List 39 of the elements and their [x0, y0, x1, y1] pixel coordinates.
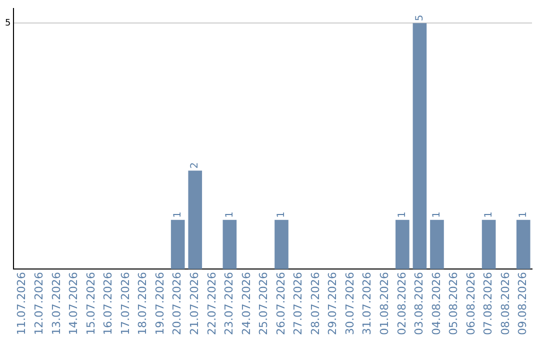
x-tick-label: 27.07.2026 [292, 272, 305, 336]
data-label: 1 [172, 211, 184, 218]
x-tick-label: 25.07.2026 [257, 272, 270, 336]
data-label: 1 [276, 211, 288, 218]
x-tick-label: 24.07.2026 [240, 272, 253, 336]
data-label: 1 [224, 211, 236, 218]
x-tick-label: 30.07.2026 [343, 272, 356, 336]
data-label: 1 [397, 211, 408, 218]
x-tick-label: 21.07.2026 [188, 272, 201, 336]
x-tick-label: 23.07.2026 [222, 272, 236, 336]
x-tick-label: 20.07.2026 [170, 272, 184, 336]
x-tick-label: 11.07.2026 [15, 272, 28, 336]
x-tick-label: 19.07.2026 [153, 272, 166, 336]
x-tick-label: 28.07.2026 [308, 272, 322, 336]
data-label: 1 [432, 211, 443, 218]
x-tick-label: 03.08.2026 [412, 272, 426, 336]
data-label: 2 [190, 162, 201, 169]
x-tick-label: 16.07.2026 [102, 272, 115, 336]
x-tick-label: 09.08.2026 [516, 272, 530, 336]
x-tick-label: 07.08.2026 [482, 272, 495, 336]
x-tick-label: 04.08.2026 [430, 272, 443, 336]
x-tick-label: 29.07.2026 [326, 272, 340, 336]
x-tick-label: 02.08.2026 [395, 272, 408, 336]
x-tick-label: 15.07.2026 [84, 272, 98, 336]
data-label: 1 [483, 211, 494, 218]
x-tick-label: 31.07.2026 [360, 272, 374, 336]
x-tick-label: 22.07.2026 [205, 272, 218, 336]
x-tick-label: 01.08.2026 [378, 272, 392, 336]
data-label: 5 [414, 14, 426, 22]
x-tick-label: 17.07.2026 [118, 272, 132, 336]
x-tick-label: 13.07.2026 [50, 272, 63, 336]
x-tick-label: 26.07.2026 [274, 272, 288, 336]
x-tick-label: 18.07.2026 [136, 272, 150, 336]
x-tick-label: 12.07.2026 [32, 272, 46, 336]
data-label: 1 [518, 211, 529, 218]
x-tick-label: 08.08.2026 [498, 272, 512, 336]
x-tick-label: 14.07.2026 [67, 272, 80, 336]
x-tick-label: 05.08.2026 [447, 272, 460, 336]
x-tick-label: 06.08.2026 [464, 272, 478, 336]
